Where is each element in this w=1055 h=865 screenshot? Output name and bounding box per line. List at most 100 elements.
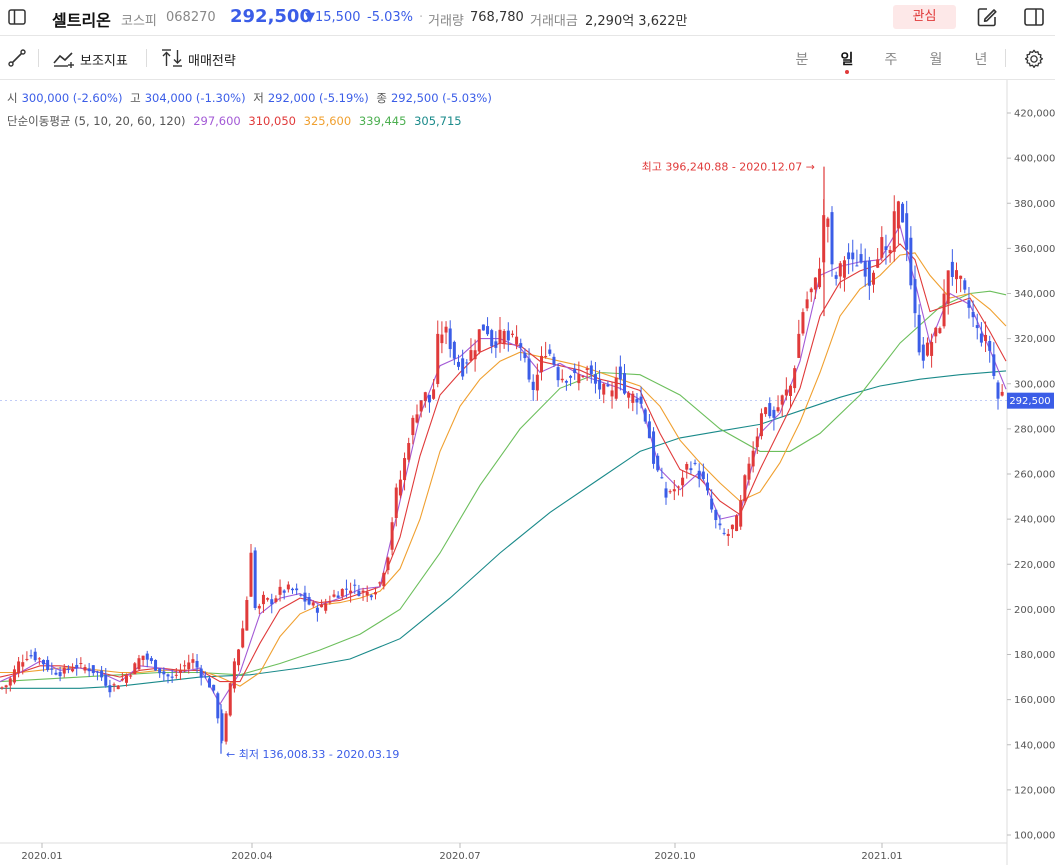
candle-body [361, 590, 365, 593]
candle-body [195, 660, 199, 668]
candle-body [676, 486, 680, 488]
price-chart[interactable]: 420,000 400,000 380,000 360,000 340,000 320,0… [0, 80, 1055, 865]
ma5-value: 297,600 [193, 114, 241, 128]
candle-body [21, 662, 25, 667]
ohlc-legend: 시 300,000 (-2.60%) 고 304,000 (-1.30%) 저 292… [7, 90, 496, 106]
candle-body [585, 368, 589, 370]
stock-code: 068270 [166, 10, 216, 25]
candle-body [120, 679, 124, 681]
y-tick-label: 120,000 [1014, 785, 1055, 796]
candle-body [232, 661, 236, 689]
candle-body [764, 407, 768, 415]
candle-body [394, 487, 398, 518]
candle-body [224, 713, 228, 742]
settings-gear-icon[interactable] [1023, 48, 1045, 70]
candle-body [652, 431, 656, 464]
trading-strategy-button[interactable]: 매매전략 [188, 54, 236, 69]
ma60-value: 339,445 [358, 114, 407, 128]
period-week-tab[interactable]: 주 [884, 52, 898, 68]
candle-body [681, 477, 685, 486]
candle-body [212, 684, 216, 691]
candle-body [473, 350, 477, 360]
y-tick-label: 380,000 [1014, 199, 1055, 210]
y-tick-label: 140,000 [1014, 740, 1055, 751]
candle-body [241, 628, 245, 648]
candle-body [187, 662, 191, 670]
high-value: 304,000 (-1.30%) [144, 91, 246, 105]
candle-body [623, 373, 626, 394]
y-tick-label: 100,000 [1014, 831, 1055, 842]
candle-body [892, 211, 896, 252]
drawing-tool-icon[interactable] [7, 48, 27, 68]
candle-body [573, 368, 577, 374]
candle-body [880, 237, 884, 258]
trading-strategy-icon[interactable] [160, 48, 184, 68]
candle-body [423, 392, 427, 402]
candle-body [838, 263, 842, 277]
candle-body [365, 591, 369, 596]
open-label: 시 [7, 91, 18, 105]
indicator-icon[interactable] [52, 48, 76, 68]
candle-body [307, 596, 311, 605]
candle-body [261, 594, 265, 605]
y-tick-label: 240,000 [1014, 515, 1055, 526]
favorite-button[interactable]: 관심 [893, 5, 956, 29]
candle-body [282, 590, 286, 593]
y-tick-label: 280,000 [1014, 424, 1055, 435]
candle-body [921, 344, 925, 361]
candle-body [535, 374, 539, 391]
candle-body [917, 314, 921, 353]
candle-body [328, 600, 332, 603]
candle-body [971, 311, 975, 318]
candle-body [834, 275, 838, 279]
candle-body [523, 352, 527, 359]
candle-body [274, 598, 278, 603]
candle-body [448, 328, 452, 350]
candle-body [955, 270, 958, 280]
candle-body [303, 592, 307, 602]
candle-body [228, 683, 232, 716]
candle-body [220, 713, 224, 741]
y-tick-label: 160,000 [1014, 695, 1055, 706]
candle-body [154, 659, 158, 671]
candle-body [693, 462, 697, 464]
candle-body [776, 407, 780, 412]
close-label: 종 [376, 91, 387, 105]
right-panel-toggle-icon[interactable] [1023, 6, 1045, 28]
low-value: 292,000 (-5.19%) [267, 91, 369, 105]
candle-body [17, 661, 21, 674]
ma60-line [0, 290, 1007, 683]
candle-body [581, 375, 585, 377]
candle-body [502, 330, 506, 345]
low-annotation: ← 최저 136,008.33 - 2020.03.19 [226, 748, 399, 761]
candle-body [419, 400, 423, 412]
period-minute-tab[interactable]: 분 [795, 52, 809, 68]
candle-body [29, 655, 33, 657]
indicators-button[interactable]: 보조지표 [80, 54, 128, 69]
candle-body [946, 270, 950, 304]
period-year-tab[interactable]: 년 [974, 52, 988, 68]
candle-body [627, 392, 631, 398]
candle-body [299, 594, 303, 596]
toolbar-divider [1005, 49, 1006, 67]
edit-icon[interactable] [976, 6, 998, 28]
candle-body [58, 672, 62, 677]
y-tick-label: 200,000 [1014, 605, 1055, 616]
candle-body [129, 675, 133, 677]
x-tick-label: 2021.01 [861, 851, 902, 862]
candle-body [697, 470, 701, 480]
candle-body [967, 300, 971, 308]
candle-body [4, 685, 8, 688]
candle-body [332, 594, 336, 597]
candle-body [257, 605, 261, 609]
candle-body [672, 489, 676, 492]
candle-body [901, 203, 905, 223]
sidebar-toggle-icon[interactable] [7, 7, 27, 27]
candle-body [33, 651, 37, 661]
period-day-tab[interactable]: 일 [840, 52, 854, 68]
candle-body [25, 658, 29, 660]
candle-body [369, 595, 373, 598]
period-month-tab[interactable]: 월 [929, 52, 943, 68]
candle-body [444, 326, 448, 333]
candle-body [668, 491, 672, 493]
